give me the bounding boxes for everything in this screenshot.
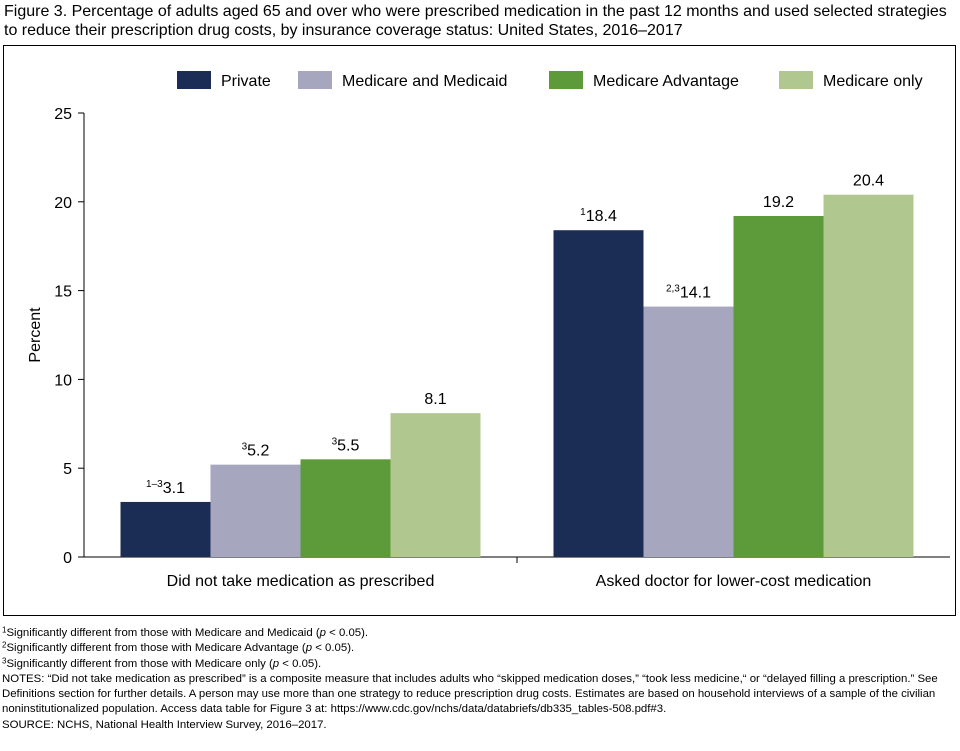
data-label: 19.2 [763,194,794,211]
bar [300,459,391,557]
bar [643,306,734,557]
y-tick-label: 25 [54,106,72,123]
bar [120,501,211,557]
data-label: 20.4 [853,173,884,190]
y-tick-label: 0 [63,550,72,567]
source-text: SOURCE: NCHS, National Health Interview … [2,718,327,731]
legend-swatch [298,71,332,89]
footnote-3: 3Significantly different from those with… [2,656,322,670]
legend-swatch [177,71,211,89]
y-tick-label: 10 [54,372,72,389]
chart-frame: 0 5 10 15 20 25 Percent 1–33.1 35.2 35.5 8.1 Did no… [3,45,956,616]
notes-text: NOTES: “Did not take medication as presc… [2,672,938,716]
bar [553,230,644,557]
data-label: 35.5 [332,436,360,454]
y-tick-label: 15 [54,284,72,301]
legend-label: Medicare and Medicaid [342,73,507,90]
y-tick-label: 20 [54,195,72,212]
category-label: Did not take medication as prescribed [167,573,435,590]
category-label: Asked doctor for lower-cost medication [596,573,872,590]
y-axis-title: Percent [27,307,44,363]
legend-label: Medicare only [823,73,923,90]
bar [390,413,481,557]
data-label: 2,314.1 [666,284,711,302]
data-label: 118.4 [580,207,617,225]
data-label: 1–33.1 [146,479,185,497]
legend-label: Medicare Advantage [593,73,739,90]
bar [823,194,914,558]
footnotes: 1Significantly different from those with… [2,626,957,733]
figure-title: Figure 3. Percentage of adults aged 65 a… [4,3,947,39]
legend-swatch [779,71,813,89]
legend-label: Private [221,73,271,90]
bar [733,216,824,557]
footnote-2: 2Significantly different from those with… [2,640,355,655]
legend-swatch [549,71,583,89]
bar [210,464,301,557]
footnote-1: 1Significantly different from those with… [2,625,369,639]
y-tick-label: 5 [63,461,72,478]
data-label: 8.1 [424,391,446,408]
bar-chart: 0 5 10 15 20 25 Percent 1–33.1 35.2 35.5 8.1 Did no… [27,71,950,590]
data-label: 35.2 [242,442,270,460]
